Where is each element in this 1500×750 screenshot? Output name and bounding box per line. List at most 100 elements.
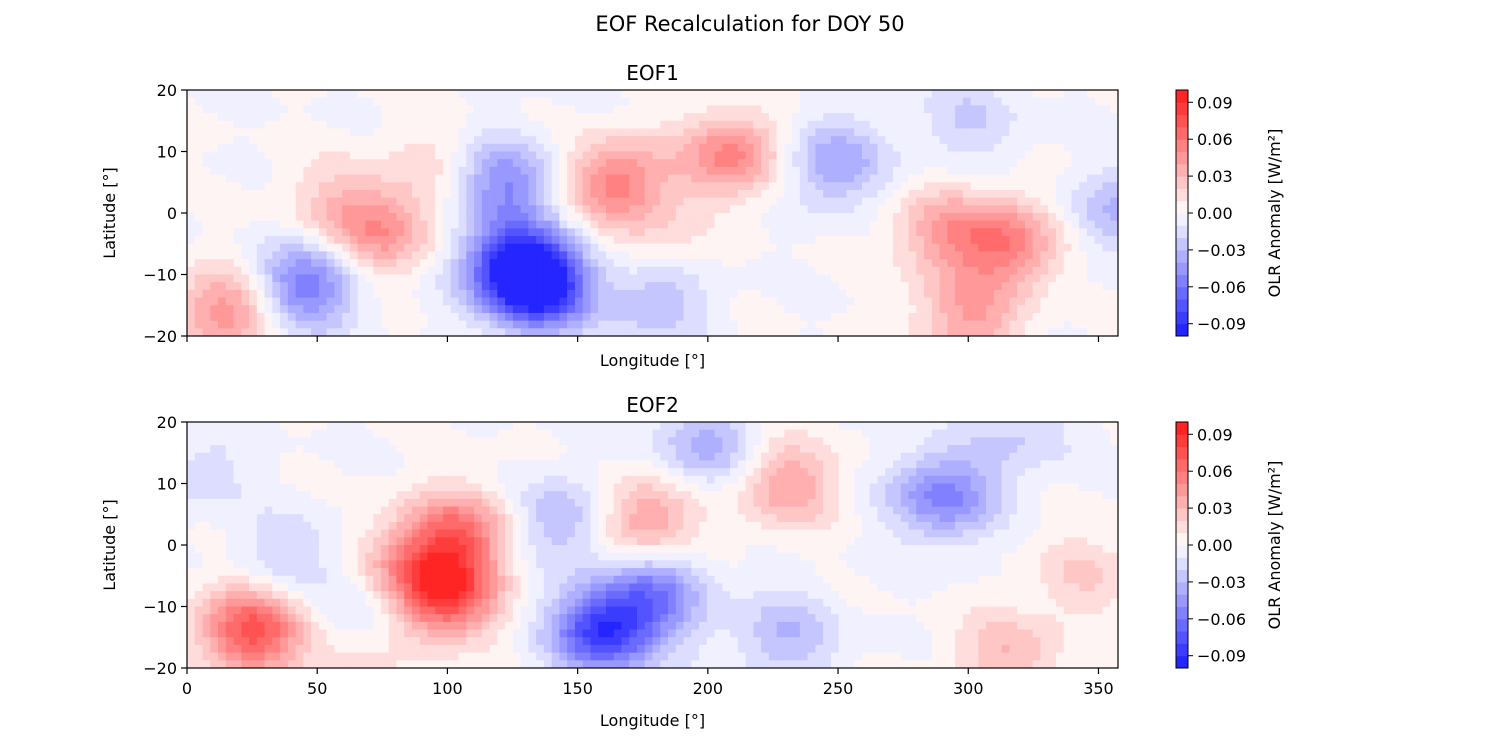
field-cell xyxy=(1009,452,1018,462)
field-cell xyxy=(644,483,654,492)
field-cell xyxy=(807,197,817,206)
field-cell xyxy=(404,251,413,260)
field-cell xyxy=(737,429,747,438)
field-cell xyxy=(955,213,964,222)
field-cell xyxy=(450,429,460,438)
field-cell xyxy=(295,312,304,322)
field-cell xyxy=(745,97,754,106)
field-cell xyxy=(380,243,390,253)
field-cell xyxy=(885,422,894,431)
field-cell xyxy=(1048,90,1057,99)
field-cell xyxy=(978,197,987,206)
field-cell xyxy=(380,259,390,268)
field-cell xyxy=(924,422,933,431)
field-cell xyxy=(1063,289,1073,299)
field-cell xyxy=(970,205,979,214)
field-cell xyxy=(621,205,630,214)
field-cell xyxy=(675,475,685,485)
field-cell xyxy=(505,422,514,431)
field-cell xyxy=(846,205,855,214)
field-cell xyxy=(1094,297,1104,306)
field-cell xyxy=(187,236,196,245)
field-cell xyxy=(1110,105,1118,114)
field-cell xyxy=(272,274,281,283)
field-cell xyxy=(924,182,933,191)
field-cell xyxy=(349,205,359,214)
field-cell xyxy=(419,251,429,260)
field-cell xyxy=(644,282,654,291)
field-cell xyxy=(1048,143,1057,153)
field-cell xyxy=(256,189,266,199)
field-cell xyxy=(1071,266,1080,276)
field-cell xyxy=(792,220,801,229)
field-cell xyxy=(404,159,413,168)
field-cell xyxy=(792,251,801,260)
field-cell xyxy=(644,297,654,306)
field-cell xyxy=(699,228,708,237)
field-cell xyxy=(924,274,933,283)
field-cell xyxy=(1055,460,1065,469)
field-cell xyxy=(443,205,452,214)
field-cell xyxy=(435,429,444,438)
field-cell xyxy=(435,213,444,222)
field-cell xyxy=(443,266,452,276)
field-cell xyxy=(404,445,413,454)
field-cell xyxy=(1055,120,1065,130)
field-cell xyxy=(505,266,514,276)
field-cell xyxy=(497,136,506,145)
field-cell xyxy=(924,90,933,99)
field-cell xyxy=(668,445,677,454)
field-cell xyxy=(885,120,894,130)
field-cell xyxy=(249,228,258,237)
field-cell xyxy=(411,143,421,153)
field-cell xyxy=(404,243,413,253)
field-cell xyxy=(1102,251,1111,260)
field-cell xyxy=(986,422,995,431)
field-cell xyxy=(706,151,716,160)
field-cell xyxy=(613,483,623,492)
field-cell xyxy=(318,445,328,454)
field-cell xyxy=(505,274,514,283)
field-cell xyxy=(458,213,467,222)
field-cell xyxy=(528,320,537,329)
field-cell xyxy=(458,97,467,106)
field-cell xyxy=(815,282,824,291)
field-cell xyxy=(512,143,522,153)
field-cell xyxy=(218,460,227,469)
field-cell xyxy=(241,320,250,329)
field-cell xyxy=(745,159,754,168)
field-cell xyxy=(761,213,770,222)
field-cell xyxy=(202,197,211,206)
field-cell xyxy=(233,90,242,99)
field-cell xyxy=(404,328,413,336)
field-cell xyxy=(287,297,297,306)
field-cell xyxy=(567,128,576,137)
field-cell xyxy=(605,205,615,214)
field-cell xyxy=(567,251,576,260)
field-cell xyxy=(691,312,700,322)
field-cell xyxy=(567,422,576,431)
field-cell xyxy=(1055,259,1065,268)
field-cell xyxy=(210,305,219,314)
field-cell xyxy=(249,483,258,492)
field-cell xyxy=(621,328,630,336)
field-cell xyxy=(768,205,778,214)
field-cell xyxy=(225,159,235,168)
field-cell xyxy=(590,197,599,206)
field-cell xyxy=(520,320,529,329)
field-cell xyxy=(1009,220,1018,229)
field-cell xyxy=(730,328,739,336)
field-cell xyxy=(326,320,336,329)
field-cell xyxy=(900,297,910,306)
field-cell xyxy=(908,189,917,199)
field-cell xyxy=(272,491,281,500)
field-cell xyxy=(287,97,297,106)
field-cell xyxy=(986,475,995,485)
field-cell xyxy=(1040,105,1049,114)
field-cell xyxy=(225,483,235,492)
field-cell xyxy=(1024,274,1034,283)
colorbar-segment xyxy=(1176,237,1188,251)
field-cell xyxy=(784,437,793,446)
field-cell xyxy=(830,305,840,314)
field-cell xyxy=(730,174,739,183)
